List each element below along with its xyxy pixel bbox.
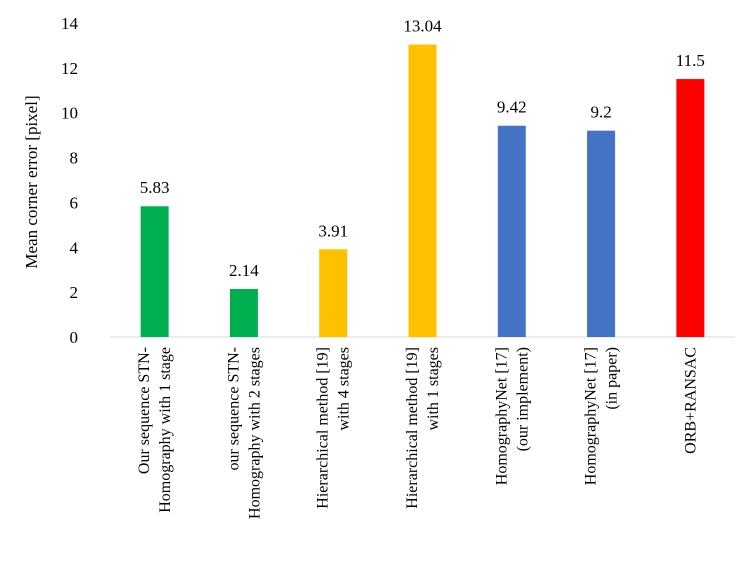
data-label: 9.42 xyxy=(497,98,527,117)
category-label-line: Homography with 2 stages xyxy=(246,347,263,519)
category-label: HomographyNet [17] (in paper) xyxy=(583,347,621,485)
y-tick-label: 12 xyxy=(61,59,78,78)
y-axis-ticks: 0 2 4 6 8 10 12 14 xyxy=(61,14,79,347)
bar xyxy=(229,289,258,337)
category-label-line: ORB+RANSAC xyxy=(682,347,699,454)
category-label-line: with 4 stages xyxy=(336,347,353,431)
bars xyxy=(140,44,705,338)
y-axis-title: Mean corner error [pixel] xyxy=(22,95,41,268)
data-label: 3.91 xyxy=(318,221,348,240)
category-label: ORB+RANSAC xyxy=(682,347,699,454)
category-label-line: Our sequence STN- xyxy=(136,347,153,474)
category-label-line: with 1 stages xyxy=(425,347,442,431)
data-label: 11.5 xyxy=(676,51,705,70)
category-label-line: HomographyNet [17] xyxy=(583,347,600,485)
data-label: 13.04 xyxy=(403,17,442,36)
bar xyxy=(140,206,169,337)
data-label: 2.14 xyxy=(229,261,259,280)
category-labels: Our sequence STN- Homography with 1 stage… xyxy=(136,347,699,519)
category-label-line: (in paper) xyxy=(604,347,621,410)
category-label-line: Hierarchical method [19] xyxy=(315,347,332,509)
bar xyxy=(319,249,348,337)
y-tick-label: 14 xyxy=(61,14,79,33)
category-label: Our sequence STN- Homography with 1 stage xyxy=(136,347,174,513)
data-labels: 5.83 2.14 3.91 13.04 9.42 9.2 11.5 xyxy=(140,17,705,280)
category-label: Hierarchical method [19] with 4 stages xyxy=(315,347,353,509)
data-label: 9.2 xyxy=(590,103,611,122)
y-tick-label: 0 xyxy=(70,328,79,347)
category-label: HomographyNet [17] (our implement) xyxy=(493,347,531,485)
category-label-line: (our implement) xyxy=(514,347,531,451)
data-label: 5.83 xyxy=(140,178,170,197)
y-tick-label: 10 xyxy=(61,104,78,123)
y-tick-label: 4 xyxy=(70,238,79,257)
category-label: our sequence STN- Homography with 2 stage… xyxy=(225,347,263,519)
category-label-line: our sequence STN- xyxy=(225,347,242,471)
category-label-line: Hierarchical method [19] xyxy=(404,347,421,509)
category-label-line: Homography with 1 stage xyxy=(157,347,174,513)
y-tick-label: 6 xyxy=(70,193,79,212)
y-tick-label: 8 xyxy=(70,149,79,168)
bar xyxy=(587,130,616,337)
y-tick-label: 2 xyxy=(70,283,79,302)
bar xyxy=(408,44,437,337)
category-label: Hierarchical method [19] with 1 stages xyxy=(404,347,442,509)
bar xyxy=(676,79,705,338)
bar xyxy=(497,125,526,337)
category-label-line: HomographyNet [17] xyxy=(493,347,510,485)
